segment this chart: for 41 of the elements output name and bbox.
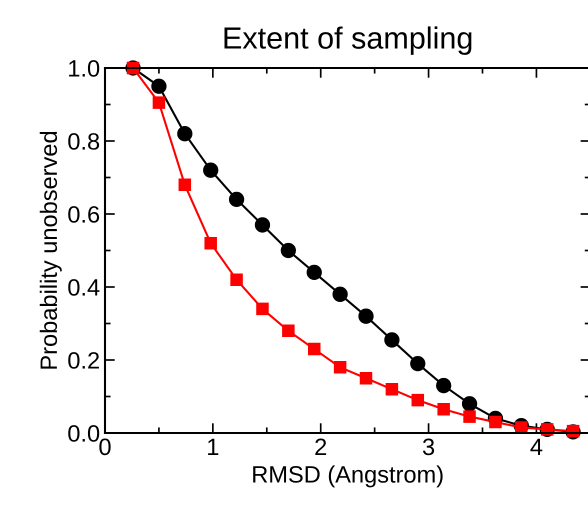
point [228, 192, 244, 208]
point [178, 178, 192, 192]
point [384, 332, 400, 348]
point [308, 342, 320, 356]
y-tick-label: 0.2 [68, 352, 99, 369]
point [437, 403, 450, 416]
point [358, 308, 374, 324]
x-tick-label: 3 [422, 438, 434, 456]
point [282, 324, 295, 338]
point [489, 416, 502, 428]
point [436, 378, 452, 394]
x-tick-label: 0 [99, 438, 111, 456]
point [386, 382, 398, 396]
y-tick-label: 0.8 [68, 133, 100, 150]
y-tick-label: 0.0 [68, 425, 100, 442]
point [203, 162, 218, 178]
point [306, 264, 322, 280]
point [152, 96, 166, 109]
x-tick-label: 1 [208, 438, 218, 455]
y-tick-label: 1.0 [69, 60, 100, 77]
point [256, 302, 269, 316]
point [462, 396, 478, 412]
point [177, 126, 192, 142]
point [412, 394, 424, 406]
point [410, 356, 426, 372]
y-tick-label: 0.6 [68, 206, 100, 223]
point [334, 361, 346, 374]
y-axis-title: Probability unobserved [40, 132, 62, 369]
point [151, 78, 167, 94]
point [230, 273, 243, 286]
point [280, 242, 296, 258]
x-tick-label: 2 [315, 438, 326, 455]
point [332, 286, 348, 302]
x-axis-title: RMSD (Angstrom) [253, 465, 443, 488]
point [463, 410, 476, 423]
chart-title: Extent of sampling [224, 26, 472, 55]
y-tick-label: 0.4 [68, 279, 100, 296]
point [254, 217, 270, 233]
x-tick-label: 4 [530, 438, 542, 455]
point [204, 236, 217, 250]
point [360, 372, 372, 384]
